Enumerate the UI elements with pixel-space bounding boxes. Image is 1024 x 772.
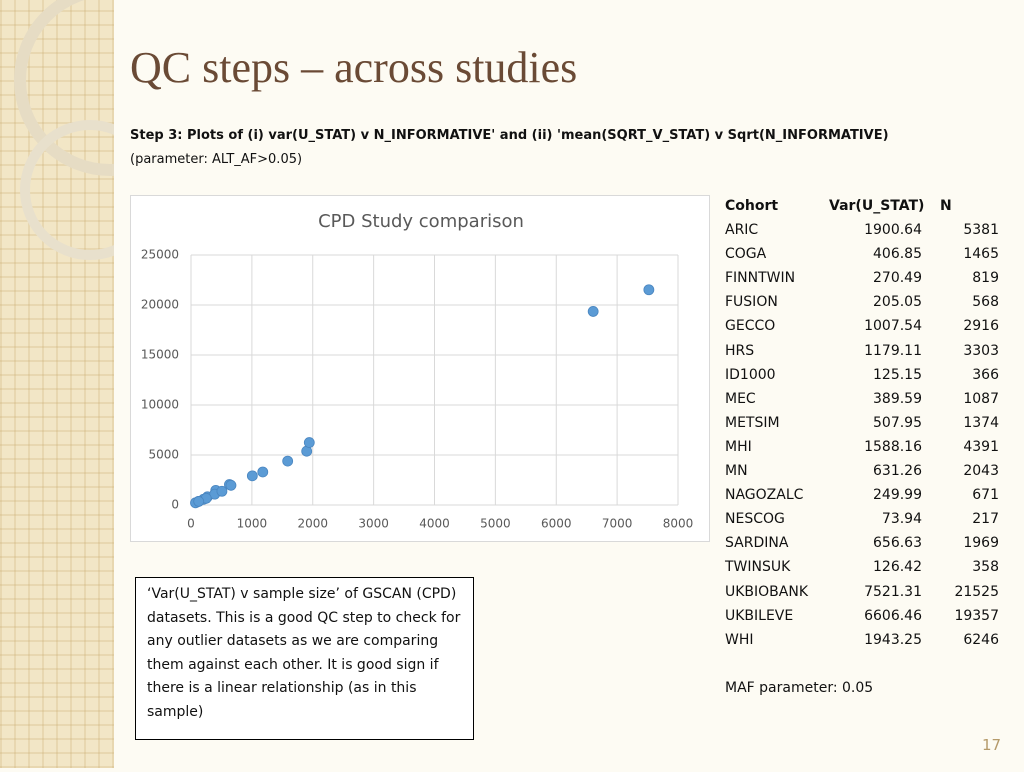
cohort: WHI	[725, 631, 754, 648]
column-header: Var(U_STAT)	[829, 198, 925, 214]
var-value: 1588.16	[864, 438, 922, 455]
var-value: 1943.25	[864, 631, 922, 648]
y-tick-label: 25000	[141, 248, 179, 262]
chart: CPD Study comparison 0500010000150002000…	[130, 195, 710, 542]
y-tick-label: 20000	[141, 298, 179, 312]
var-value: 656.63	[873, 535, 922, 552]
n-value: 568	[972, 294, 999, 311]
slide-title: QC steps – across studies	[130, 43, 578, 92]
x-tick-label: 2000	[297, 517, 328, 531]
n-value: 2043	[963, 463, 999, 479]
n-value: 1374	[963, 414, 999, 431]
x-tick-label: 7000	[602, 517, 633, 531]
cohort: ID1000	[725, 366, 776, 383]
column-header: N	[940, 198, 952, 214]
var-value: 1900.64	[864, 222, 922, 238]
var-value: 406.85	[873, 246, 922, 263]
point	[303, 437, 315, 448]
decoration	[0, 0, 206, 768]
var-value: 249.99	[873, 487, 922, 504]
n-value: 1465	[963, 246, 999, 263]
x-tick-label: 5000	[480, 517, 511, 531]
var-value: 7521.31	[864, 583, 922, 600]
var-value: 631.26	[873, 463, 922, 479]
n-value: 3303	[963, 342, 999, 359]
var-value: 507.95	[873, 414, 922, 431]
cohort: UKBIOBANK	[725, 583, 809, 600]
point	[193, 496, 205, 507]
cohort: NESCOG	[725, 511, 785, 528]
var-value: 205.05	[873, 294, 922, 311]
var-value: 6606.46	[864, 607, 922, 624]
cohort: COGA	[725, 246, 767, 263]
column-header: Cohort	[725, 198, 779, 214]
step-text: Step 3: Plots of (i) var(U_STAT) v N_INF…	[130, 128, 889, 143]
n-value: 671	[972, 487, 999, 504]
maf-text: MAF parameter: 0.05	[725, 680, 874, 696]
var-value: 270.49	[873, 270, 922, 287]
x-tick-label: 4000	[419, 517, 450, 531]
cohort: FINNTWIN	[725, 270, 796, 287]
x-tick-label: 6000	[541, 517, 572, 531]
x-tick-label: 1000	[237, 517, 268, 531]
n-value: 5381	[963, 222, 999, 238]
var-value: 389.59	[873, 390, 922, 407]
cohort: FUSION	[725, 294, 778, 311]
y-tick-label: 5000	[148, 448, 179, 462]
var-value: 125.15	[873, 366, 922, 383]
point	[257, 466, 269, 478]
x-tick-label: 0	[187, 517, 195, 531]
y-tick-label: 0	[171, 498, 179, 512]
y-tick-label: 10000	[141, 398, 179, 412]
cohort: NAGOZALC	[725, 487, 804, 504]
point	[282, 455, 294, 467]
cohort: HRS	[725, 342, 755, 359]
note-box: ‘Var(U_STAT) v sample size’ of GSCAN (CP…	[135, 577, 474, 740]
cohort: TWINSUK	[725, 559, 791, 576]
n-value: 358	[972, 559, 999, 576]
point	[225, 479, 237, 491]
cohort: MEC	[725, 390, 756, 407]
var-value: 1007.54	[864, 318, 922, 335]
point	[246, 470, 258, 482]
var-value: 1179.11	[864, 342, 922, 359]
point	[643, 284, 655, 296]
n-value: 21525	[954, 583, 999, 600]
point	[587, 306, 599, 317]
n-value: 4391	[963, 438, 999, 455]
var-value: 73.94	[881, 511, 922, 528]
n-value: 366	[972, 366, 999, 383]
cohort: UKBILEVE	[725, 607, 794, 624]
chart-title: CPD Study comparison	[318, 211, 524, 232]
cohort: SARDINA	[725, 535, 789, 552]
n-value: 1087	[963, 390, 999, 407]
page-number: 17	[982, 736, 1002, 754]
parameter-text: (parameter: ALT_AF>0.05)	[130, 152, 303, 167]
n-value: 6246	[963, 631, 999, 648]
n-value: 217	[972, 511, 999, 528]
n-value: 1969	[963, 535, 999, 552]
cohort: ARIC	[725, 222, 759, 238]
point	[216, 485, 228, 497]
cohort: METSIM	[725, 414, 780, 431]
n-value: 19357	[954, 607, 999, 624]
decoration-arcs	[14, 0, 206, 260]
cohort: GECCO	[725, 318, 776, 335]
cohort: MN	[725, 463, 748, 479]
y-tick-label: 15000	[141, 348, 179, 362]
cohort: MHI	[725, 438, 752, 455]
var-value: 126.42	[873, 559, 922, 576]
n-value: 819	[972, 270, 999, 287]
n-value: 2916	[963, 318, 999, 335]
x-tick-label: 8000	[663, 517, 694, 531]
x-tick-label: 3000	[358, 517, 389, 531]
